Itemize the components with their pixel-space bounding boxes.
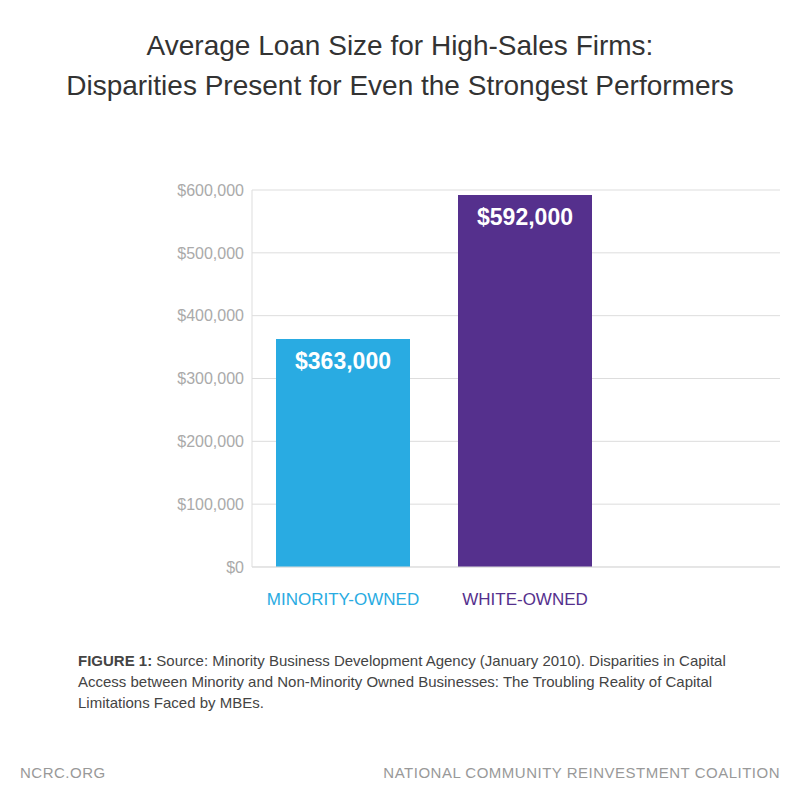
svg-text:$300,000: $300,000 <box>177 370 244 387</box>
svg-text:$400,000: $400,000 <box>177 307 244 324</box>
svg-text:$0: $0 <box>226 559 244 576</box>
svg-text:$600,000: $600,000 <box>177 182 244 199</box>
html-text:Average Loan Size for High-Sal: Average Loan Size for High-Sales Firms: <box>146 30 654 61</box>
svg-text:$200,000: $200,000 <box>177 433 244 450</box>
svg-text:$592,000: $592,000 <box>477 204 573 230</box>
svg-text:$100,000: $100,000 <box>177 496 244 513</box>
html-text:NATIONAL COMMUNITY REINVESTMEN: NATIONAL COMMUNITY REINVESTMENT COALITIO… <box>383 764 780 781</box>
html-text:NCRC.ORG: NCRC.ORG <box>20 764 106 781</box>
svg-text:$500,000: $500,000 <box>177 245 244 262</box>
html-text:FIGURE 1: Source: Minority Bus: FIGURE 1: Source: Minority Business Deve… <box>78 652 726 711</box>
svg-text:MINORITY-OWNED: MINORITY-OWNED <box>267 590 419 609</box>
svg-text:WHITE-OWNED: WHITE-OWNED <box>462 590 588 609</box>
svg-text:$363,000: $363,000 <box>295 348 391 374</box>
html-text:Disparities Present for Even t: Disparities Present for Even the Stronge… <box>66 70 734 101</box>
